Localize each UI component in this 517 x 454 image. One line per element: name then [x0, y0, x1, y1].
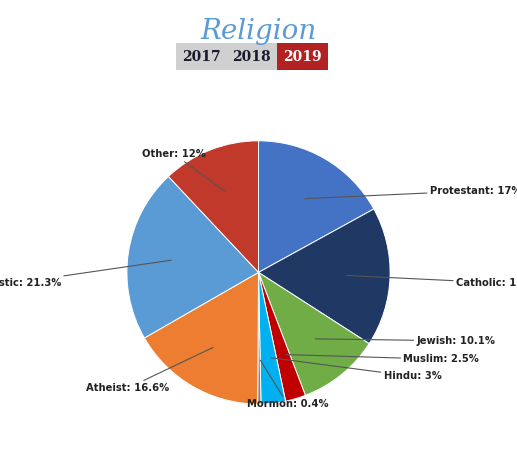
Wedge shape [258, 209, 390, 344]
Text: 2019: 2019 [283, 50, 322, 64]
Text: Agnostic: 21.3%: Agnostic: 21.3% [0, 260, 171, 288]
Text: Protestant: 17%: Protestant: 17% [305, 186, 517, 199]
Wedge shape [257, 272, 261, 404]
Text: 2017: 2017 [182, 50, 220, 64]
Wedge shape [258, 272, 306, 401]
Text: Religion: Religion [201, 18, 316, 45]
Wedge shape [258, 272, 369, 395]
Text: Atheist: 16.6%: Atheist: 16.6% [86, 347, 213, 393]
Wedge shape [169, 141, 258, 272]
Wedge shape [258, 272, 285, 404]
Wedge shape [127, 177, 258, 338]
Text: Other: 12%: Other: 12% [142, 149, 225, 191]
Wedge shape [144, 272, 258, 404]
Text: Mormon: 0.4%: Mormon: 0.4% [247, 360, 328, 409]
Text: Jewish: 10.1%: Jewish: 10.1% [315, 336, 495, 346]
Text: Catholic: 17.1%: Catholic: 17.1% [347, 276, 517, 288]
Wedge shape [258, 141, 374, 272]
Text: Muslim: 2.5%: Muslim: 2.5% [285, 354, 479, 364]
Text: 2018: 2018 [233, 50, 271, 64]
Text: Hindu: 3%: Hindu: 3% [271, 358, 442, 381]
